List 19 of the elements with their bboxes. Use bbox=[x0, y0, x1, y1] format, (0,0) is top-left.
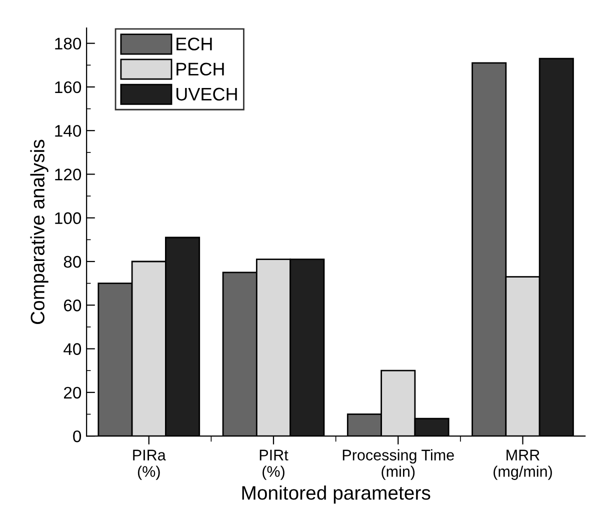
x-tick-label: PIRt (%) bbox=[260, 450, 288, 480]
legend-label: PECH bbox=[176, 62, 224, 76]
y-tick-label: 60 bbox=[64, 300, 82, 312]
y-axis-title: Comparative analysis bbox=[30, 140, 48, 324]
x-tick-label: MRR (mg/min) bbox=[494, 450, 552, 480]
y-tick-label: 180 bbox=[55, 38, 82, 50]
x-axis-title: Monitored parameters bbox=[242, 486, 430, 504]
y-tick-label: 0 bbox=[73, 430, 82, 442]
x-tick-label: PIRa (%) bbox=[133, 450, 166, 480]
legend-label: UVECH bbox=[176, 88, 237, 101]
x-tick-label: Processing Time (min) bbox=[342, 449, 454, 480]
y-tick-label: 100 bbox=[55, 212, 82, 224]
legend-label: ECH bbox=[176, 38, 212, 50]
y-tick-label: 40 bbox=[64, 343, 82, 355]
y-tick-label: 120 bbox=[55, 168, 82, 180]
y-tick-label: 140 bbox=[55, 124, 82, 137]
y-tick-label: 20 bbox=[64, 386, 82, 399]
y-tick-label: 80 bbox=[64, 256, 82, 268]
y-tick-label: 160 bbox=[55, 81, 82, 94]
